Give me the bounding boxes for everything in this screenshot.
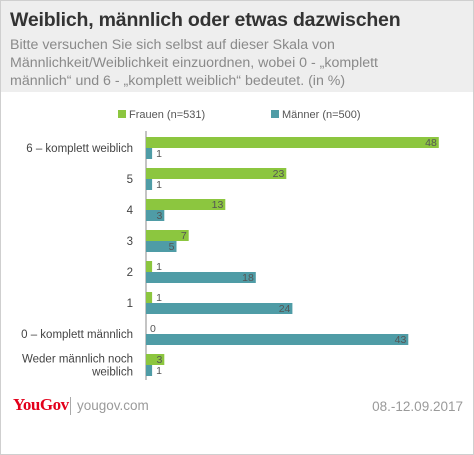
category-label: 3 bbox=[127, 236, 133, 248]
bar-value-label: 24 bbox=[279, 303, 291, 315]
chart-title: Weiblich, männlich oder etwas dazwischen bbox=[10, 9, 401, 31]
bar-value-label: 3 bbox=[156, 210, 162, 222]
bar-maenner bbox=[146, 365, 153, 376]
bar-frauen bbox=[146, 261, 153, 272]
bar-value-label: 1 bbox=[156, 179, 162, 191]
legend-swatch-1 bbox=[271, 110, 279, 118]
bar-value-label: 1 bbox=[156, 365, 162, 377]
bar-maenner bbox=[146, 334, 409, 345]
bar-value-label: 1 bbox=[156, 148, 162, 160]
bar-value-label: 3 bbox=[156, 354, 162, 366]
bar-maenner bbox=[146, 241, 177, 252]
bar-maenner bbox=[146, 179, 153, 190]
subtitle-line-3: männlich“ und 6 - „komplett weiblich“ be… bbox=[10, 73, 346, 89]
bar-maenner bbox=[146, 210, 165, 221]
bar-frauen bbox=[146, 292, 153, 303]
bar-frauen bbox=[146, 168, 287, 179]
bar-frauen bbox=[146, 354, 165, 365]
bar-maenner bbox=[146, 148, 153, 159]
category-label: Weder männlich noch bbox=[22, 354, 133, 366]
legend-label-0: Frauen (n=531) bbox=[129, 109, 205, 121]
bar-value-label: 0 bbox=[150, 323, 156, 335]
subtitle-line-2: Männlichkeit/Weiblichkeit einzuordnen, w… bbox=[10, 55, 379, 71]
legend-label-1: Männer (n=500) bbox=[282, 109, 361, 121]
bar-frauen bbox=[146, 199, 226, 210]
category-label: 1 bbox=[127, 298, 133, 310]
bar-frauen bbox=[146, 230, 189, 241]
header: Weiblich, männlich oder etwas dazwischen… bbox=[1, 1, 473, 92]
footer-date: 08.-12.09.2017 bbox=[372, 399, 463, 414]
bar-value-label: 23 bbox=[273, 168, 285, 180]
bar-value-label: 48 bbox=[425, 137, 437, 149]
bar-chart: Frauen (n=531) Männer (n=500) 6 – komplett… bbox=[21, 109, 439, 380]
category-label: 6 – komplett weiblich bbox=[26, 143, 133, 155]
bar-value-label: 1 bbox=[156, 292, 162, 304]
bar-maenner bbox=[146, 272, 256, 283]
bar-value-label: 5 bbox=[169, 241, 175, 253]
legend-swatch-0 bbox=[118, 110, 126, 118]
yougov-logo: YouGov bbox=[13, 395, 69, 414]
bar-frauen bbox=[146, 137, 439, 148]
category-label: 2 bbox=[127, 267, 133, 279]
bar-value-label: 43 bbox=[395, 334, 407, 346]
bar-maenner bbox=[146, 303, 293, 314]
category-label: 4 bbox=[127, 205, 134, 217]
category-label: 5 bbox=[127, 174, 133, 186]
bar-value-label: 1 bbox=[156, 261, 162, 273]
footer-divider bbox=[70, 397, 71, 415]
bar-value-label: 13 bbox=[212, 199, 224, 211]
category-label: weiblich bbox=[91, 367, 133, 379]
bar-value-label: 7 bbox=[181, 230, 187, 242]
footer-website: yougov.com bbox=[77, 398, 149, 413]
subtitle-line-1: Bitte versuchen Sie sich selbst auf dies… bbox=[10, 37, 335, 53]
category-label: 0 – komplett männlich bbox=[21, 329, 133, 341]
bar-value-label: 18 bbox=[242, 272, 254, 284]
